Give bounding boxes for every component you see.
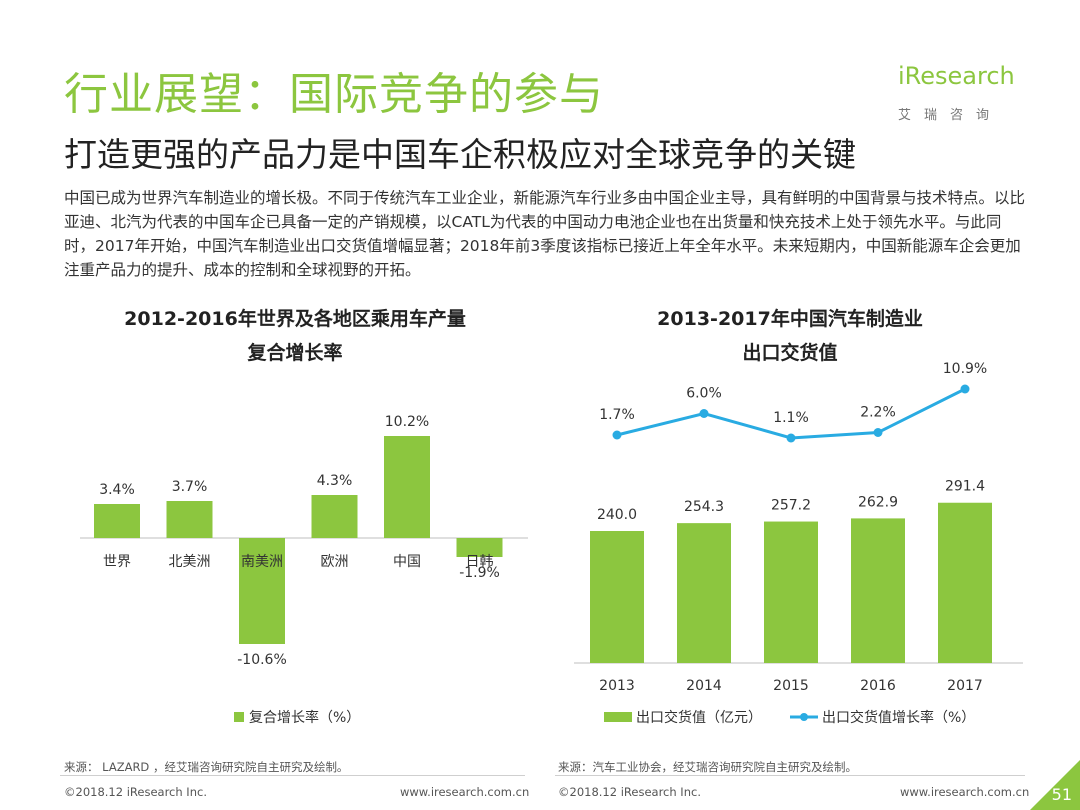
chart1-category-label: 北美洲 (169, 554, 211, 570)
page-corner-triangle (1030, 760, 1080, 810)
chart1-legend-label: 复合增长率（%） (249, 709, 360, 726)
chart2-growth-label: 1.1% (773, 410, 809, 426)
chart1-title-line2: 复合增长率 (247, 342, 343, 364)
footer-url-left: www.iresearch.com.cn (400, 785, 530, 799)
chart1-category-label: 日韩 (466, 554, 494, 570)
chart2-bar-label: 262.9 (858, 494, 898, 510)
chart2-bar (851, 518, 905, 663)
chart1-data-label: 3.7% (172, 479, 208, 495)
chart2-category-label: 2017 (947, 678, 983, 694)
chart2-legend-line-marker (800, 713, 808, 721)
chart2-bar (590, 531, 644, 663)
chart2-bar (938, 502, 992, 663)
chart2-growth-point (699, 409, 709, 418)
chart1-bar (311, 495, 358, 538)
chart2-growth-label: 6.0% (686, 386, 722, 402)
chart2-title-line1: 2013-2017年中国汽车制造业 (657, 308, 923, 330)
chart2-bar-label: 240.0 (597, 507, 637, 523)
iresearch-logo: iResearch 艾瑞咨询 (890, 56, 1030, 126)
chart1-title-line1: 2012-2016年世界及各地区乘用车产量 (124, 308, 466, 330)
chart1-category-label: 中国 (393, 554, 421, 570)
chart1-bar (166, 501, 213, 538)
chart2-title-line2: 出口交货值 (742, 342, 838, 364)
chart1-data-label: -1.9% (459, 565, 500, 581)
chart1-bar (456, 538, 503, 557)
chart2-growth-point (960, 384, 970, 394)
chart2-bar-label: 291.4 (945, 479, 985, 495)
page-title: 行业展望：国际竞争的参与 (64, 69, 604, 120)
chart2-legend-line-label: 出口交货值增长率（%） (822, 709, 975, 726)
footer-copyright-left: ©2018.12 iResearch Inc. (64, 785, 207, 799)
chart1-legend-swatch (234, 712, 244, 722)
chart2-title: 2013-2017年中国汽车制造业 出口交货值 (570, 302, 1010, 370)
chart1-category-label: 南美洲 (241, 554, 283, 570)
chart2-category-label: 2013 (599, 678, 635, 694)
chart1-data-label: 3.4% (99, 482, 135, 498)
chart1-category-label: 世界 (103, 554, 131, 570)
chart2-bar-label: 257.2 (771, 498, 811, 514)
logo-subtext: 艾瑞咨询 (898, 108, 1003, 123)
body-paragraph: 中国已成为世界汽车制造业的增长极。不同于传统汽车工业企业，新能源汽车行业多由中国… (64, 189, 1026, 279)
chart1-data-label: 4.3% (317, 473, 353, 489)
chart2-growth-label: 1.7% (599, 407, 635, 423)
chart1-category-label: 欧洲 (321, 554, 349, 570)
footer-url-right: www.iresearch.com.cn (900, 785, 1030, 799)
chart2-growth-point (612, 430, 622, 440)
chart1-source: 来源： LAZARD ，经艾瑞咨询研究院自主研究及绘制。 (64, 760, 349, 774)
page-number: 51 (1051, 785, 1072, 804)
chart1-bar (94, 504, 140, 538)
chart2-growth-point (873, 428, 883, 437)
chart2-bar (764, 521, 818, 663)
chart2-bar-label: 254.3 (684, 499, 724, 515)
footer-copyright-right: ©2018.12 iResearch Inc. (558, 785, 701, 799)
chart2-legend-bar-label: 出口交货值（亿元） (636, 709, 762, 726)
chart1-bar (239, 538, 285, 644)
chart2-source: 来源：汽车工业协会，经艾瑞咨询研究院自主研究及绘制。 (558, 760, 857, 774)
chart1-bar (384, 436, 430, 538)
chart1-title: 2012-2016年世界及各地区乘用车产量 复合增长率 (90, 302, 500, 370)
chart2-bar (677, 523, 731, 663)
chart2-category-label: 2014 (686, 678, 722, 694)
chart2-growth-point (786, 433, 796, 443)
footer-divider-left (60, 775, 525, 776)
page-subtitle: 打造更强的产品力是中国车企积极应对全球竞争的关键 (64, 135, 856, 174)
chart2-growth-label: 2.2% (860, 405, 896, 421)
footer-divider-right (555, 775, 1025, 776)
chart2-growth-label: 10.9% (943, 361, 987, 377)
logo-text: iResearch (898, 62, 1015, 90)
chart1-data-label: -10.6% (237, 652, 287, 668)
chart2-legend-bar-swatch (604, 712, 632, 722)
chart2-category-label: 2016 (860, 678, 896, 694)
logo-badge-icon (896, 56, 1024, 96)
chart1-data-label: 10.2% (385, 414, 429, 430)
chart2-category-label: 2015 (773, 678, 809, 694)
